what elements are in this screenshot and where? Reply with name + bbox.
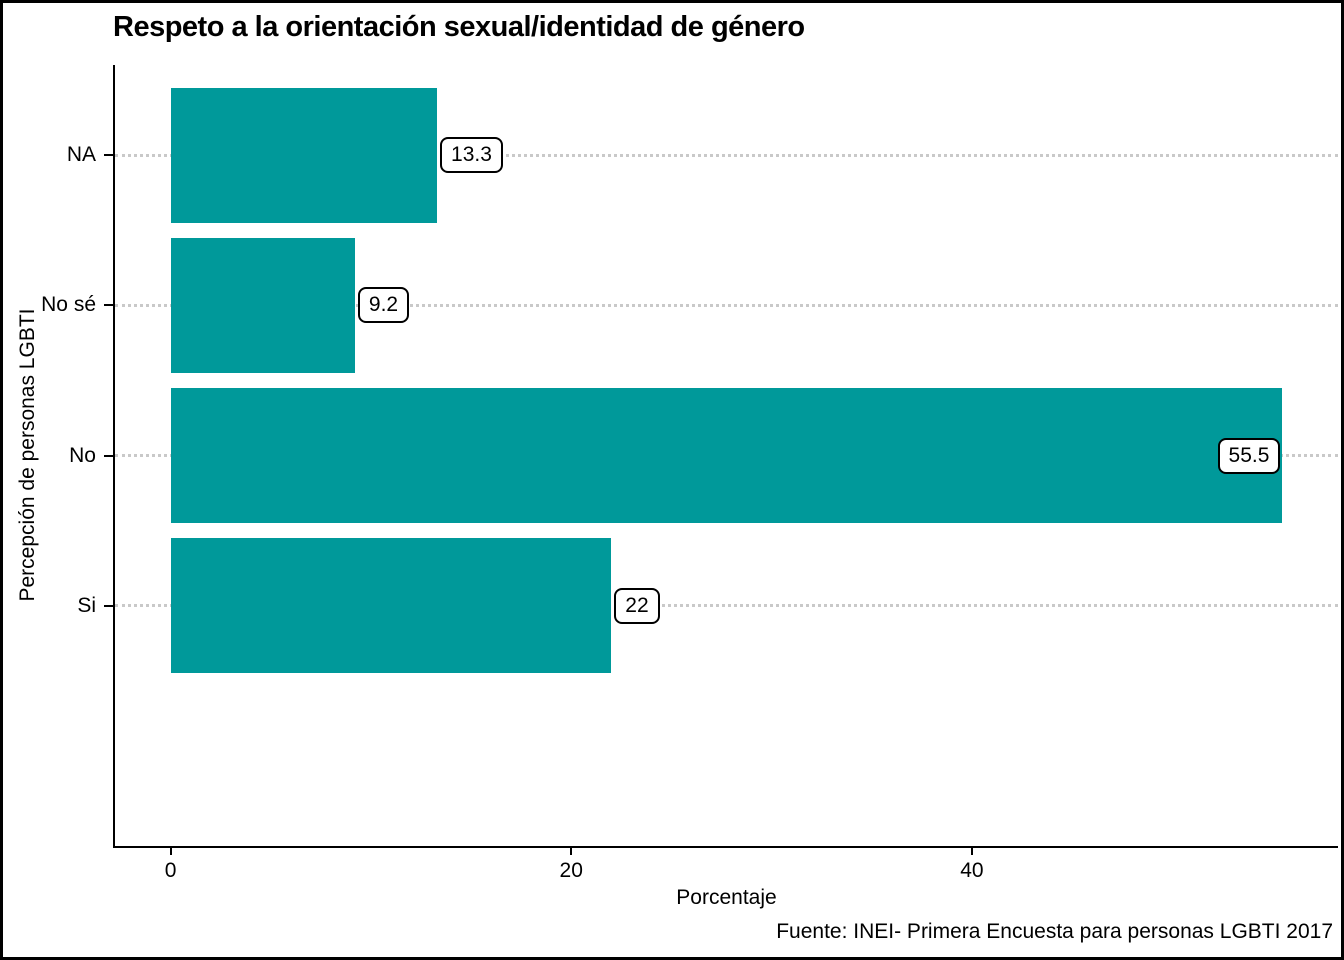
y-tick-label: Si [77,593,96,617]
value-label: 13.3 [440,137,503,174]
data-bar-si [170,538,612,674]
plot-panel: 13.3 9.2 55.5 22 [113,65,1338,848]
y-tick-label: NA [66,143,96,167]
x-tick-label: 20 [559,859,583,882]
value-label: 55.5 [1217,437,1281,474]
major-gridline-y [115,153,1338,157]
x-tick-mark [970,846,973,855]
data-bar-no-sé [170,237,355,373]
data-bar-na [170,87,437,223]
y-tick-mark [104,604,113,607]
data-bar-no [170,387,1283,524]
y-tick-mark [104,454,113,457]
chart-title: Respeto a la orientación sexual/identida… [113,11,805,43]
y-tick-label: No [69,443,96,467]
major-gridline-y [115,303,1338,307]
x-tick-label: 40 [960,859,984,882]
value-label: 9.2 [357,287,410,324]
y-tick-mark [104,154,113,157]
y-tick-label: No sé [41,293,96,317]
x-tick-mark [169,846,172,855]
major-gridline-y [115,604,1338,608]
x-tick-mark [570,846,573,855]
x-axis-title: Porcentaje [676,886,777,909]
value-label: 22 [614,587,660,624]
y-tick-mark [104,304,113,307]
source-caption: Fuente: INEI- Primera Encuesta para pers… [776,920,1333,943]
x-tick-label: 0 [164,859,177,882]
